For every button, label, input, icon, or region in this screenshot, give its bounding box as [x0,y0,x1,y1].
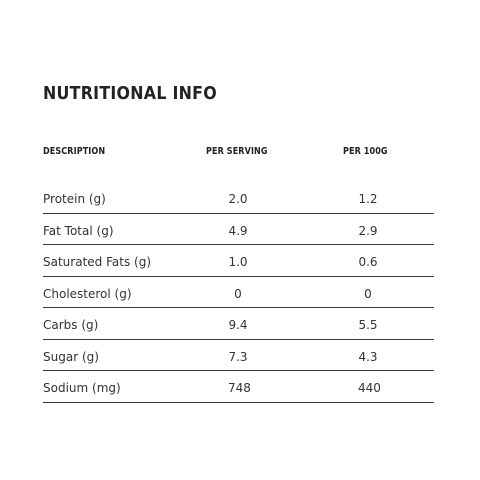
row-per-100g: 0 [364,286,372,301]
row-label: Sugar (g) [43,349,99,364]
column-header-description: DESCRIPTION [43,146,106,157]
nutrition-table: Protein (g) 2.0 1.2 Fat Total (g) 4.9 2.… [43,182,434,403]
row-per-serving: 2.0 [228,192,248,206]
row-per-serving: 7.3 [228,349,248,364]
row-per-serving: 1.0 [228,255,248,269]
table-row: Saturated Fats (g) 1.0 0.6 [43,245,434,277]
row-per-100g: 0.6 [358,255,378,269]
column-header-per-serving: PER SERVING [206,146,268,157]
table-row: Carbs (g) 9.4 5.5 [43,308,434,340]
row-label: Protein (g) [43,192,106,206]
row-label: Cholesterol (g) [43,286,132,301]
row-per-serving: 0 [234,286,242,301]
table-row: Cholesterol (g) 0 0 [43,277,434,308]
row-per-serving: 9.4 [228,318,248,332]
table-row: Protein (g) 2.0 1.2 [43,182,434,214]
row-per-100g: 440 [358,381,381,395]
row-label: Fat Total (g) [43,223,114,238]
row-per-serving: 748 [228,381,251,395]
row-per-100g: 2.9 [358,223,378,238]
column-header-per-100g: PER 100G [343,146,388,157]
row-label: Sodium (mg) [43,381,121,395]
table-row: Sugar (g) 7.3 4.3 [43,340,434,371]
row-label: Carbs (g) [43,318,99,332]
page-title: NUTRITIONAL INFO [43,83,217,104]
row-per-serving: 4.9 [228,223,248,238]
row-per-100g: 4.3 [358,349,378,364]
row-label: Saturated Fats (g) [43,255,151,269]
row-per-100g: 1.2 [358,192,378,206]
table-row: Sodium (mg) 748 440 [43,371,434,403]
table-row: Fat Total (g) 4.9 2.9 [43,214,434,245]
row-per-100g: 5.5 [358,318,378,332]
